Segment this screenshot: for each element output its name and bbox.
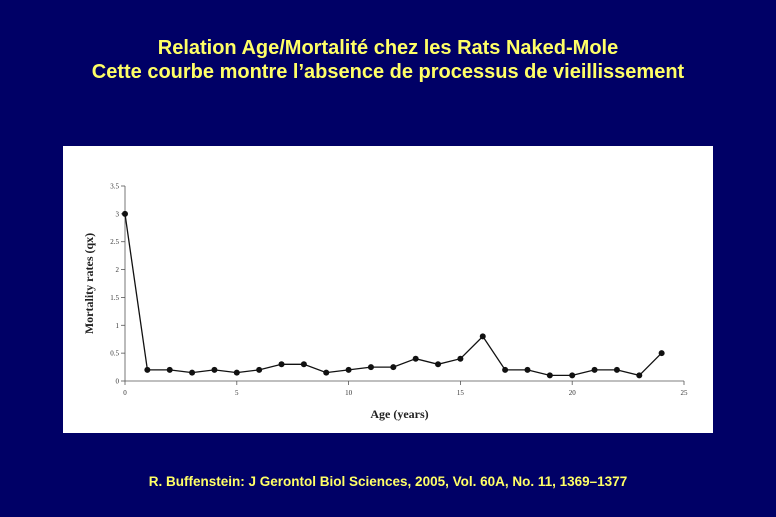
citation: R. Buffenstein: J Gerontol Biol Sciences…: [148, 474, 628, 489]
y-tick-label: 3: [116, 210, 120, 218]
x-axis-label: Age (years): [370, 407, 428, 421]
y-tick-label: 3.5: [110, 183, 119, 191]
x-tick-label: 5: [235, 389, 239, 397]
chart-panel: 0 0.5 1 1.5 2 2.5 3 3.5 0 5 10 15 20 25 Mortality rat…: [63, 146, 713, 433]
data-point: [524, 366, 531, 373]
data-point: [144, 366, 151, 373]
data-point: [479, 333, 486, 340]
data-point: [211, 366, 218, 373]
title-line-2: Cette courbe montre l’absence de process…: [91, 61, 685, 83]
data-point: [502, 366, 509, 373]
data-point: [367, 364, 374, 371]
data-point: [591, 366, 598, 373]
slide-title: Relation Age/Mortalité chez les Rats Nak…: [0, 36, 776, 84]
data-point: [300, 361, 307, 368]
data-point: [189, 369, 196, 376]
y-tick-label: 0: [116, 378, 120, 386]
chart-axes: [124, 186, 684, 382]
data-point: [435, 361, 442, 368]
data-point: [323, 369, 330, 376]
y-tick-label: 0.5: [110, 350, 119, 358]
data-point: [457, 355, 464, 362]
data-point: [122, 210, 128, 217]
data-point: [546, 372, 553, 379]
data-point: [233, 369, 240, 376]
chart-series: [122, 210, 665, 379]
x-tick-label: 25: [681, 389, 689, 397]
x-tick-label: 10: [345, 389, 353, 397]
x-tick-label: 0: [123, 389, 127, 397]
data-point: [613, 366, 620, 373]
data-point: [390, 364, 397, 371]
data-point: [278, 361, 285, 368]
data-point: [256, 366, 263, 373]
y-axis-label: Mortality rates (qx): [82, 233, 96, 334]
chart-ticks: 0 0.5 1 1.5 2 2.5 3 3.5 0 5 10 15 20 25: [110, 183, 688, 398]
data-point: [658, 350, 665, 357]
y-tick-label: 2: [116, 266, 120, 274]
x-tick-label: 20: [569, 389, 577, 397]
data-point: [636, 372, 643, 379]
title-line-1: Relation Age/Mortalité chez les Rats Nak…: [157, 37, 619, 59]
data-point: [166, 366, 173, 373]
data-point: [412, 355, 419, 362]
y-tick-label: 1: [116, 322, 120, 330]
data-point: [569, 372, 576, 379]
x-tick-label: 15: [457, 389, 465, 397]
mortality-chart: 0 0.5 1 1.5 2 2.5 3 3.5 0 5 10 15 20 25 Mortality rat…: [82, 183, 688, 422]
y-tick-label: 1.5: [110, 294, 119, 302]
y-tick-label: 2.5: [110, 238, 119, 246]
data-point: [345, 366, 352, 373]
series-line: [124, 213, 663, 377]
